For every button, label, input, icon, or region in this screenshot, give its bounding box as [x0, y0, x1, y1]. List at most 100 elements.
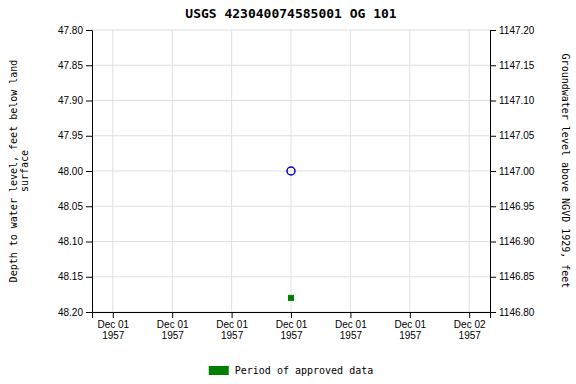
- grid-line: [291, 30, 292, 312]
- tick-mark: [86, 277, 92, 278]
- tick: 48.20: [58, 307, 92, 318]
- tick: 1147.15: [490, 60, 535, 71]
- tick-label: 1147.20: [499, 25, 535, 36]
- grid-line: [112, 30, 113, 312]
- tick: 47.80: [58, 25, 92, 36]
- tick-mark: [490, 206, 496, 207]
- tick-mark: [490, 242, 496, 243]
- tick: 1147.00: [490, 166, 535, 177]
- tick-label: Dec 011957: [276, 319, 308, 341]
- legend-swatch: [209, 366, 229, 375]
- plot: Dec 011957Dec 011957Dec 011957Dec 011957…: [58, 25, 535, 341]
- tick-label: 1147.00: [499, 166, 535, 177]
- tick-mark: [490, 65, 496, 66]
- tick: 1146.95: [490, 201, 535, 212]
- tick: Dec 011957: [394, 312, 426, 341]
- tick-mark: [86, 312, 92, 313]
- series: [289, 295, 294, 300]
- tick-label: Dec 011957: [157, 319, 189, 341]
- tick-mark: [291, 312, 292, 318]
- tick: 48.00: [58, 166, 92, 177]
- y-axis-label: Depth to water level, feet below landsur…: [8, 60, 30, 283]
- y2-axis: 1147.20 1147.15 1147.10 1147.05 1147.00 1146.…: [490, 25, 535, 318]
- tick-label: 1146.90: [499, 236, 535, 247]
- tick-mark: [113, 312, 114, 318]
- grid-line: [469, 30, 470, 312]
- point: [289, 295, 294, 300]
- text-line: Dec 01: [335, 319, 367, 330]
- tick-mark: [86, 65, 92, 66]
- tick-mark: [86, 101, 92, 102]
- text-line: Depth to water level, feet below land: [8, 60, 19, 283]
- tick-mark: [490, 277, 496, 278]
- marks: [287, 167, 295, 300]
- y2-axis-label: Groundwater level above NGVD 1929, feet: [560, 54, 571, 289]
- tick: 1146.90: [490, 236, 535, 247]
- tick-mark: [86, 171, 92, 172]
- text-line: 1957: [459, 330, 482, 341]
- tick: Dec 011957: [97, 312, 129, 341]
- text-line: 1957: [399, 330, 422, 341]
- tick-label: 48.10: [58, 236, 83, 247]
- axis-line: [86, 31, 93, 313]
- tick-mark: [490, 30, 496, 31]
- tick-mark: [86, 242, 92, 243]
- tick-label: 1147.15: [499, 60, 535, 71]
- text-line: Dec 01: [276, 319, 308, 330]
- text-line: 1957: [340, 330, 363, 341]
- tick-mark: [86, 136, 92, 137]
- text-line: 1957: [221, 330, 244, 341]
- tick: Dec 011957: [276, 312, 308, 341]
- tick-mark: [172, 312, 173, 318]
- tick: Dec 011957: [157, 312, 189, 341]
- text-line: 1957: [162, 330, 185, 341]
- tick-label: 1146.85: [499, 271, 535, 282]
- series: [287, 167, 295, 175]
- grid-line: [409, 30, 410, 312]
- tick-label: 47.85: [58, 60, 83, 71]
- tick-label: 47.90: [58, 95, 83, 106]
- y-axis: 47.8047.8547.9047.9548.0048.0548.1048.15…: [58, 25, 93, 318]
- grid-line: [231, 30, 232, 312]
- legend-label: Period of approved data: [235, 365, 373, 376]
- text-line: Dec 01: [216, 319, 248, 330]
- tick-mark: [490, 312, 496, 313]
- tick: 1147.20: [490, 25, 535, 36]
- tick-label: 1147.05: [499, 130, 535, 141]
- axis-line: [491, 31, 497, 313]
- tick-mark: [469, 312, 470, 318]
- tick: 48.10: [58, 236, 92, 247]
- x-axis: Dec 011957Dec 011957Dec 011957Dec 011957…: [93, 312, 491, 341]
- text-line: Dec 01: [97, 319, 129, 330]
- tick-label: Dec 011957: [97, 319, 129, 341]
- tick: 48.15: [58, 271, 92, 282]
- tick-label: Dec 011957: [394, 319, 426, 341]
- point: [287, 167, 295, 175]
- tick-label: 1147.10: [499, 95, 535, 106]
- tick: 1147.05: [490, 130, 535, 141]
- tick-mark: [490, 101, 496, 102]
- text-line: Dec 01: [157, 319, 189, 330]
- text-line: surface: [19, 150, 30, 192]
- tick-mark: [410, 312, 411, 318]
- tick: Dec 011957: [216, 312, 248, 341]
- title: USGS 423040074585001 OG 101: [185, 6, 396, 21]
- tick-label: 1146.95: [499, 201, 535, 212]
- tick: 1147.10: [490, 95, 535, 106]
- grid: [92, 30, 490, 312]
- legend: Period of approved data: [209, 365, 373, 376]
- tick: Dec 021957: [454, 312, 486, 341]
- legend-item: Period of approved data: [209, 365, 373, 376]
- chart: Dec 011957Dec 011957Dec 011957Dec 011957…: [0, 0, 576, 384]
- tick-mark: [490, 136, 496, 137]
- tick-label: Dec 021957: [454, 319, 486, 341]
- tick-label: 1146.80: [499, 307, 535, 318]
- tick: 47.90: [58, 95, 92, 106]
- tick: 47.85: [58, 60, 92, 71]
- text-line: Dec 01: [394, 319, 426, 330]
- tick-mark: [232, 312, 233, 318]
- tick-label: Dec 011957: [216, 319, 248, 341]
- tick: 47.95: [58, 130, 92, 141]
- tick-label: 48.00: [58, 166, 83, 177]
- tick: 1146.80: [490, 307, 535, 318]
